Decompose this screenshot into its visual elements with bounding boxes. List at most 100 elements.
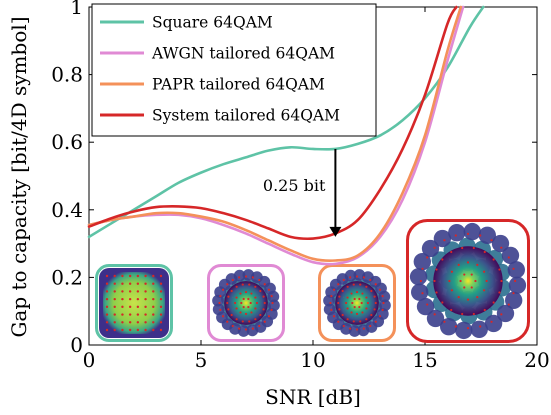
constellation-point	[159, 313, 163, 316]
constellation-point	[235, 296, 238, 299]
constellation-point	[463, 273, 466, 276]
constellation-point	[342, 324, 345, 328]
constellation-point	[483, 250, 486, 254]
inset-border	[95, 264, 173, 342]
constellation-point	[113, 282, 116, 285]
constellation-point	[159, 321, 163, 324]
constellation-point	[352, 283, 355, 286]
constellation-blob	[268, 299, 280, 312]
constellation-point	[421, 267, 424, 270]
constellation-point	[219, 308, 222, 311]
constellation-point	[152, 313, 155, 316]
constellation-point	[128, 305, 132, 309]
constellation-point	[381, 295, 384, 298]
constellation-point	[270, 308, 273, 311]
constellation-point	[381, 308, 384, 311]
constellation-point	[271, 301, 274, 305]
constellation-point	[369, 324, 372, 328]
constellation-point	[105, 305, 109, 309]
x-axis-label: SNR [dB]	[265, 385, 361, 409]
constellation-point	[485, 279, 488, 283]
constellation-point	[457, 263, 460, 266]
constellation-point	[121, 321, 124, 324]
constellation-point	[498, 291, 501, 294]
constellation-point	[374, 283, 377, 286]
gap-annotation: 0.25 bit	[263, 148, 342, 237]
x-tick-label: 5	[195, 348, 208, 372]
series-line-2	[87, 5, 463, 263]
constellation-point	[341, 289, 344, 293]
constellation-point	[358, 305, 361, 309]
constellation-point	[152, 282, 155, 285]
constellation-point	[338, 295, 341, 298]
constellation-point	[349, 327, 352, 330]
constellation-point	[105, 297, 109, 301]
constellation-point	[105, 274, 109, 278]
constellation-point	[105, 321, 109, 324]
constellation-blob	[426, 309, 445, 328]
constellation-point	[152, 328, 155, 332]
constellation-blob	[508, 276, 527, 294]
constellation-point	[113, 290, 116, 293]
constellation-point	[353, 305, 356, 309]
constellation-point	[373, 308, 376, 311]
constellation-point	[466, 327, 470, 330]
constellation-point	[459, 279, 462, 283]
constellation-point	[332, 288, 336, 291]
constellation-point	[136, 321, 140, 324]
constellation-point	[466, 298, 470, 301]
constellation-point	[230, 289, 233, 293]
constellation-point	[144, 290, 147, 293]
constellation-point	[152, 305, 155, 309]
constellation-point	[441, 258, 444, 261]
constellation-point	[259, 289, 262, 293]
constellation-point	[144, 328, 147, 332]
constellation-point	[219, 295, 222, 298]
constellation-point	[128, 297, 132, 301]
constellation-blob	[463, 222, 481, 241]
constellation-point	[248, 283, 251, 286]
constellation-point	[490, 320, 493, 323]
constellation-point	[113, 328, 116, 332]
constellation-point	[441, 301, 444, 304]
constellation-point	[352, 320, 355, 323]
constellation-point	[512, 292, 515, 295]
constellation-point	[218, 301, 221, 305]
constellation-point	[450, 289, 453, 292]
constellation-point	[346, 296, 349, 299]
constellation-point	[359, 320, 362, 323]
constellation-point	[369, 278, 372, 282]
inset-cloud	[335, 281, 379, 325]
constellation-point	[351, 301, 354, 305]
constellation-point	[159, 328, 163, 332]
constellation-point	[159, 274, 163, 278]
constellation-point	[136, 274, 140, 278]
constellation-point	[136, 290, 140, 293]
constellation-blob	[409, 268, 428, 286]
constellation-point	[152, 290, 155, 293]
constellation-point	[121, 290, 124, 293]
y-tick-label: 0.4	[51, 198, 83, 222]
constellation-point	[159, 305, 163, 309]
constellation-point	[512, 267, 515, 270]
constellation-blob	[501, 246, 520, 265]
constellation-point	[235, 318, 238, 321]
constellation-blob	[267, 290, 280, 303]
constellation-point	[378, 315, 382, 318]
constellation-point	[350, 311, 353, 314]
constellation-point	[152, 274, 155, 278]
legend-label-1: AWGN tailored 64QAM	[151, 45, 335, 63]
constellation-point	[463, 286, 466, 289]
constellation-point	[267, 288, 271, 291]
constellation-point	[483, 289, 486, 292]
papr-tailored-constellation	[318, 264, 396, 342]
constellation-point	[421, 292, 424, 295]
constellation-point	[244, 328, 248, 331]
constellation-point	[329, 301, 332, 305]
constellation-point	[346, 285, 349, 288]
constellation-point	[241, 283, 244, 286]
constellation-point	[128, 321, 132, 324]
constellation-point	[233, 301, 237, 305]
constellation-point	[227, 308, 230, 311]
series-line-3	[87, 5, 458, 241]
